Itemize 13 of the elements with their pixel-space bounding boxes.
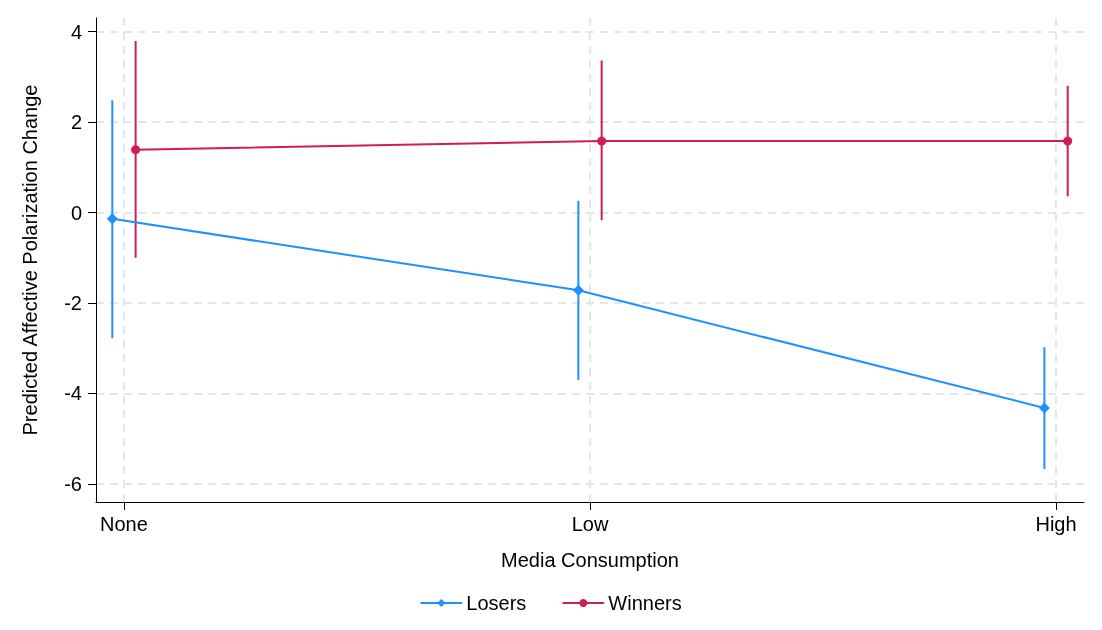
- x-tick-label: Low: [571, 513, 609, 535]
- x-tick-label: None: [100, 513, 148, 535]
- y-tick-label: -2: [64, 291, 82, 314]
- y-tick-label: -6: [64, 472, 82, 495]
- legend-label: Winners: [608, 592, 682, 614]
- y-tick-label: 4: [70, 20, 82, 43]
- y-tick-label: 2: [70, 111, 82, 134]
- x-tick-label: High: [1035, 513, 1077, 535]
- y-axis-title: Predicted Affective Polarization Change: [19, 84, 41, 436]
- y-tick-label: 0: [70, 201, 82, 224]
- x-axis-title: Media Consumption: [501, 549, 679, 571]
- y-tick-label: -4: [64, 382, 82, 405]
- legend-label: Losers: [466, 592, 527, 614]
